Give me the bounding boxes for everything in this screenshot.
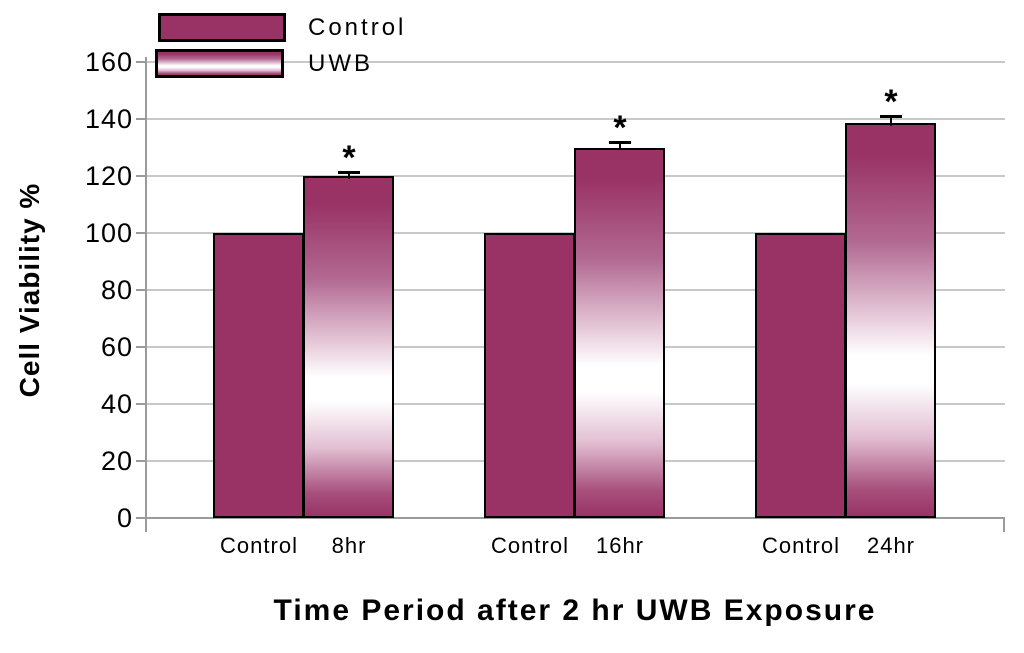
x-tick-label-16hr: 16hr (595, 533, 645, 558)
y-axis-tick-0 (136, 517, 147, 519)
bar-control-16hr (484, 233, 575, 518)
error-bar-cap-16hr (609, 140, 631, 144)
y-axis-tick-label-120: 120 (84, 161, 133, 191)
significance-asterisk-24hr: * (884, 83, 898, 122)
error-bar-cap-24hr (880, 115, 902, 119)
y-axis-tick-label-140: 140 (84, 104, 133, 134)
y-axis-tick-label-60: 60 (100, 332, 133, 362)
y-axis-tick-label-40: 40 (100, 389, 133, 419)
x-tick-label-8hr: 8hr (331, 533, 367, 558)
y-axis-line (145, 57, 147, 532)
error-bar-cap-8hr (338, 170, 360, 174)
x-tick-label-control-8hr: Control (220, 533, 298, 558)
error-bar-stem-8hr (348, 171, 350, 179)
x-axis-right-tick (1003, 518, 1005, 532)
y-axis-tick-160 (136, 61, 147, 63)
x-tick-label-control-16hr: Control (491, 533, 569, 558)
legend-label-uwb: UWB (308, 50, 373, 77)
bar-uwb-8hr (303, 176, 394, 518)
bar-uwb-16hr (574, 147, 665, 518)
y-axis-tick-label-0: 0 (116, 503, 133, 533)
legend-label-control: Control (308, 14, 407, 41)
significance-asterisk-16hr: * (613, 108, 627, 147)
y-axis-tick-label-80: 80 (100, 275, 133, 305)
y-axis-tick-60 (136, 346, 147, 348)
error-bar-stem-16hr (619, 141, 621, 151)
y-axis-tick-label-100: 100 (84, 218, 133, 248)
y-axis-tick-120 (136, 175, 147, 177)
bar-control-24hr (755, 233, 846, 518)
y-axis-tick-140 (136, 118, 147, 120)
y-axis-tick-label-20: 20 (100, 446, 133, 476)
legend-swatch-control (158, 13, 286, 42)
y-axis-tick-100 (136, 232, 147, 234)
y-axis-tick-80 (136, 289, 147, 291)
bar-uwb-24hr (845, 123, 936, 518)
y-axis-tick-40 (136, 403, 147, 405)
legend-swatch-uwb (155, 49, 284, 78)
bar-control-8hr (213, 233, 304, 518)
x-axis-line (145, 517, 1005, 519)
x-tick-label-24hr: 24hr (866, 533, 916, 558)
x-tick-label-control-24hr: Control (762, 533, 840, 558)
y-axis-tick-20 (136, 460, 147, 462)
y-axis-tick-label-160: 160 (84, 47, 133, 77)
gridline-160 (147, 61, 1005, 63)
significance-asterisk-8hr: * (342, 138, 356, 177)
error-bar-stem-24hr (890, 116, 892, 127)
x-axis-title: Time Period after 2 hr UWB Exposure (273, 594, 877, 627)
gridline-140 (147, 118, 1005, 120)
